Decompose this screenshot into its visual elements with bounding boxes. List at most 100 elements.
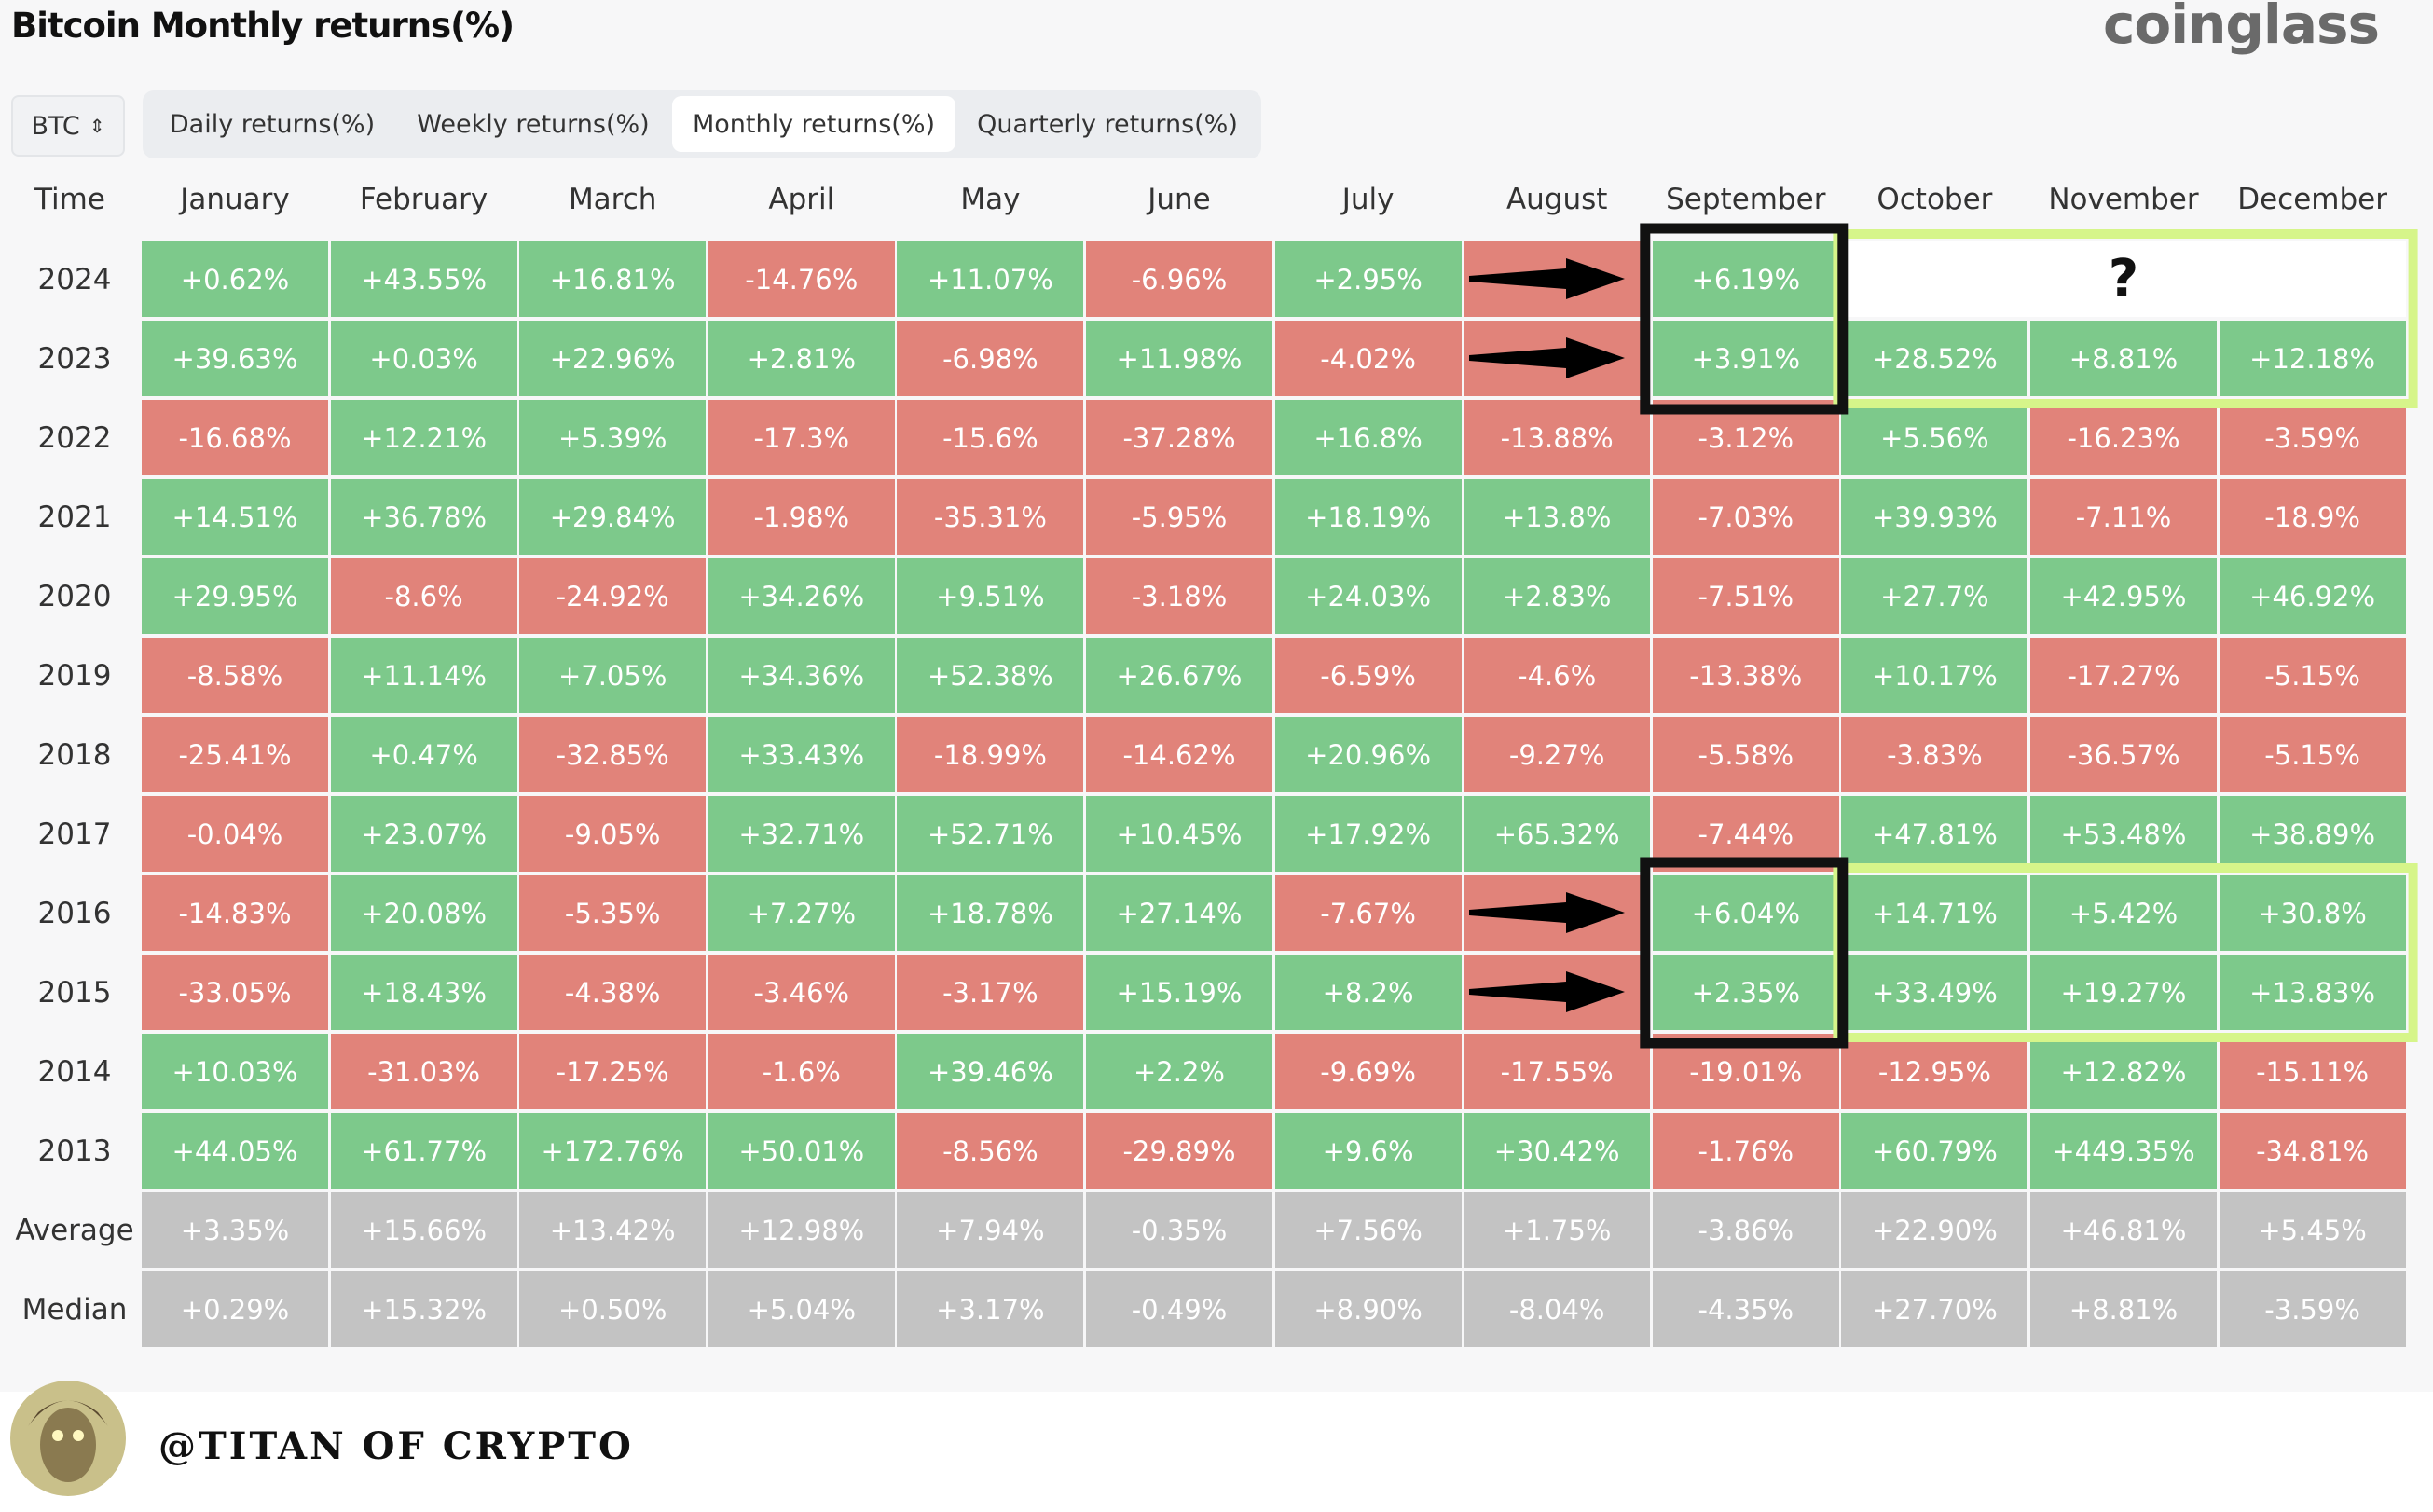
- select-icon: ⇕: [89, 115, 105, 137]
- cell: -6.59%: [1274, 638, 1462, 713]
- row-label: 2024: [37, 262, 112, 296]
- column-header: October: [1876, 183, 1993, 216]
- row-label: 2017: [37, 817, 112, 851]
- row-label: 2022: [37, 420, 112, 455]
- cell: -3.59%: [2219, 400, 2406, 475]
- avatar-eye: [52, 1430, 63, 1441]
- tab[interactable]: Monthly returns(%): [672, 96, 955, 152]
- cell: +9.51%: [897, 558, 1084, 634]
- cell: +0.29%: [142, 1271, 328, 1347]
- cell: +30.8%: [2219, 875, 2406, 951]
- avatar-eye: [73, 1430, 84, 1441]
- cell: +15.66%: [330, 1192, 517, 1268]
- cell: +50.01%: [708, 1113, 895, 1189]
- row-label: Average: [15, 1213, 134, 1247]
- cell: -24.92%: [519, 558, 707, 634]
- cell: +13.83%: [2219, 955, 2406, 1030]
- cell: +13.8%: [1464, 479, 1651, 555]
- cell: -17.27%: [2030, 638, 2217, 713]
- row-label: 2018: [37, 737, 112, 772]
- cell: -32.85%: [519, 717, 707, 792]
- cell: +30.42%: [1464, 1113, 1651, 1189]
- row-label: 2015: [37, 975, 112, 1010]
- cell: +29.84%: [519, 479, 707, 555]
- cell: +27.70%: [1841, 1271, 2028, 1347]
- cell: +34.26%: [708, 558, 895, 634]
- cell: -15.6%: [897, 400, 1084, 475]
- cell: -3.46%: [708, 955, 895, 1030]
- cell: -1.6%: [708, 1034, 895, 1109]
- cell: +65.32%: [1464, 796, 1651, 872]
- cell: +9.6%: [1274, 1113, 1462, 1189]
- cell: -12.95%: [1841, 1034, 2028, 1109]
- cell: +12.98%: [708, 1192, 895, 1268]
- cell: +11.14%: [330, 638, 517, 713]
- cell: -9.69%: [1274, 1034, 1462, 1109]
- cell: -5.35%: [519, 875, 707, 951]
- cell: +18.19%: [1274, 479, 1462, 555]
- cell: +10.17%: [1841, 638, 2028, 713]
- column-header: December: [2237, 183, 2387, 216]
- cell: +11.98%: [1086, 321, 1272, 396]
- column-header: March: [568, 183, 657, 216]
- column-header: September: [1666, 183, 1826, 216]
- cell: -36.57%: [2030, 717, 2217, 792]
- annotation-layer: [1469, 223, 2418, 1049]
- row-label: 2013: [37, 1134, 112, 1168]
- cell: +33.43%: [708, 717, 895, 792]
- cell: +46.81%: [2030, 1192, 2217, 1268]
- cell: +12.82%: [2030, 1034, 2217, 1109]
- cell: +61.77%: [330, 1113, 517, 1189]
- cell: +0.47%: [330, 717, 517, 792]
- cell: +27.14%: [1086, 875, 1272, 951]
- cell: +47.81%: [1841, 796, 2028, 872]
- cell: +5.04%: [708, 1271, 895, 1347]
- cell: -13.38%: [1652, 638, 1839, 713]
- cell: +12.21%: [330, 400, 517, 475]
- cell: +8.81%: [2030, 321, 2217, 396]
- cell: +14.51%: [142, 479, 328, 555]
- cell: +24.03%: [1274, 558, 1462, 634]
- column-header: January: [180, 183, 290, 216]
- cell: -5.95%: [1086, 479, 1272, 555]
- cell: -4.38%: [519, 955, 707, 1030]
- cell: -8.6%: [330, 558, 517, 634]
- cell: -14.83%: [142, 875, 328, 951]
- cell: +13.42%: [519, 1192, 707, 1268]
- cell: -17.55%: [1464, 1034, 1651, 1109]
- cell: +8.81%: [2030, 1271, 2217, 1347]
- column-header: August: [1505, 183, 1608, 216]
- highlight-box: [1640, 223, 1849, 415]
- highlight-box: [1833, 863, 2418, 1042]
- cell: +16.81%: [519, 241, 707, 317]
- cell: -3.59%: [2219, 1271, 2406, 1347]
- tab[interactable]: Weekly returns(%): [417, 109, 650, 139]
- cell: +5.39%: [519, 400, 707, 475]
- tab[interactable]: Quarterly returns(%): [977, 109, 1238, 139]
- asset-select[interactable]: BTC ⇕: [11, 95, 125, 157]
- cell: +22.90%: [1841, 1192, 2028, 1268]
- title: Bitcoin Monthly returns(%): [11, 6, 515, 46]
- cell: -18.9%: [2219, 479, 2406, 555]
- cell: +449.35%: [2030, 1113, 2217, 1189]
- column-header: Time: [34, 183, 105, 216]
- cell: +11.07%: [897, 241, 1084, 317]
- cell: -34.81%: [2219, 1113, 2406, 1189]
- tab[interactable]: Daily returns(%): [169, 109, 376, 139]
- cell: +15.32%: [330, 1271, 517, 1347]
- cell: +7.27%: [708, 875, 895, 951]
- column-header: November: [2048, 183, 2199, 216]
- cell: -0.35%: [1086, 1192, 1272, 1268]
- cell: +18.43%: [330, 955, 517, 1030]
- cell: -0.04%: [142, 796, 328, 872]
- cell: +0.50%: [519, 1271, 707, 1347]
- cell: +39.63%: [142, 321, 328, 396]
- column-header: July: [1341, 183, 1395, 216]
- cell: +27.7%: [1841, 558, 2028, 634]
- cell: +39.93%: [1841, 479, 2028, 555]
- cell: +0.62%: [142, 241, 328, 317]
- highlight-box: [1833, 229, 2418, 408]
- cell: +15.19%: [1086, 955, 1272, 1030]
- cell: -17.3%: [708, 400, 895, 475]
